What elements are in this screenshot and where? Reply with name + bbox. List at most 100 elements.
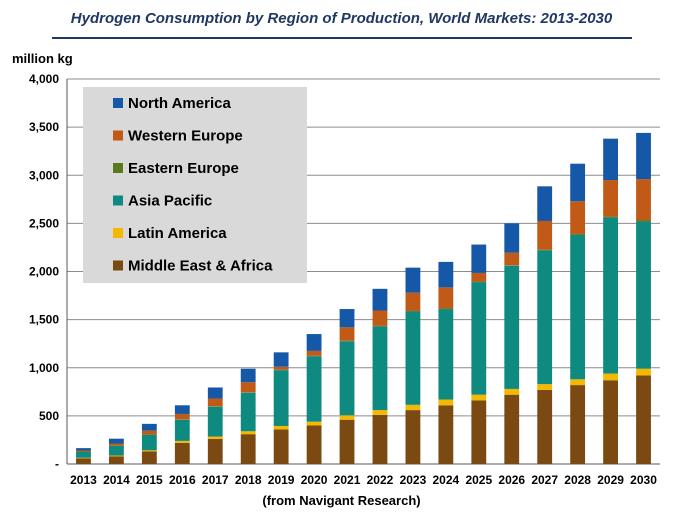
bar-segment-latin-america-2014 [109,455,124,457]
bar-segment-asia-pacific-2022 [372,326,388,411]
legend-label: Asia Pacific [128,193,212,210]
bar-segment-north-america-2014 [109,438,124,444]
chart-title: Hydrogen Consumption by Region of Produc… [70,10,613,27]
bar-segment-north-america-2026 [504,223,520,253]
bar-segment-latin-america-2027 [537,384,553,390]
bar-segment-western-europe-2023 [405,292,421,311]
title-underline [52,37,632,39]
x-tick-label: 2018 [235,473,262,487]
bar-segment-asia-pacific-2015 [141,434,157,451]
bar-segment-asia-pacific-2018 [240,392,256,432]
bar-segment-asia-pacific-2020 [306,356,322,422]
bar-segment-western-europe-2026 [504,252,520,266]
bar-segment-western-europe-2014 [109,443,124,446]
bar-segment-latin-america-2017 [207,436,223,439]
bar-segment-north-america-2024 [438,261,454,288]
bar-segment-western-europe-2029 [603,180,618,217]
bar-segment-asia-pacific-2017 [207,406,223,437]
bar-segment-asia-pacific-2027 [537,250,553,385]
bar-segment-north-america-2020 [306,334,322,351]
x-tick-label: 2017 [202,473,229,487]
bar-segment-latin-america-2025 [471,394,487,401]
bar-segment-middle-east-africa-2018 [240,434,256,464]
legend-label: Western Europe [128,128,243,145]
y-tick-label: 500 [39,409,59,423]
legend-swatch [113,228,123,238]
bar-segment-middle-east-africa-2024 [438,405,454,464]
bar-segment-north-america-2028 [570,163,586,202]
bar-segment-western-europe-2020 [306,350,322,356]
bar-segment-latin-america-2026 [504,388,520,395]
bar-segment-asia-pacific-2029 [603,217,618,374]
bar-segment-north-america-2013 [76,448,91,451]
bar-segment-asia-pacific-2026 [504,265,520,389]
bar-segment-north-america-2023 [405,267,421,293]
legend-label: Middle East & Africa [128,258,273,275]
bar-segment-western-europe-2013 [76,450,91,452]
bar-segment-asia-pacific-2023 [405,311,421,405]
y-tick-label: 2,500 [29,216,59,230]
legend-swatch [113,260,123,271]
bar-segment-asia-pacific-2024 [438,309,454,400]
bar-segment-north-america-2025 [471,244,487,273]
bar-segment-latin-america-2022 [372,410,388,415]
bar-segment-asia-pacific-2013 [76,451,91,458]
y-tick-label: 4,000 [29,72,59,86]
legend-label: Latin America [128,225,227,242]
bar-segment-latin-america-2018 [240,431,256,435]
bar-segment-north-america-2018 [240,368,256,383]
bar-segment-north-america-2021 [339,309,355,328]
legend-swatch [113,130,123,141]
bar-segment-eastern-europe-2029 [603,216,618,218]
legend-label: Eastern Europe [128,160,239,177]
bar-segment-middle-east-africa-2026 [504,394,520,464]
bar-segment-middle-east-africa-2014 [109,456,124,464]
y-tick-label: 3,000 [29,168,59,182]
x-tick-label: 2025 [465,473,492,487]
x-tick-label: 2015 [136,473,163,487]
y-tick-label: - [55,457,59,471]
legend-label: North America [128,95,231,112]
bar-segment-latin-america-2024 [438,399,454,406]
bar-segment-latin-america-2023 [405,404,421,411]
bar-segment-latin-america-2019 [273,425,289,430]
x-tick-label: 2030 [630,473,657,487]
y-axis-label: million kg [12,51,73,66]
bar-segment-middle-east-africa-2027 [537,389,553,464]
bar-segment-latin-america-2020 [306,421,322,426]
legend-swatch [113,163,123,173]
legend-swatch [113,195,123,206]
bar-segment-western-europe-2019 [273,366,289,370]
bar-segment-asia-pacific-2030 [636,221,651,369]
y-tick-label: 1,500 [29,313,59,327]
x-tick-label: 2026 [498,473,525,487]
bar-segment-north-america-2017 [207,387,223,399]
bar-segment-middle-east-africa-2028 [570,385,586,464]
bar-segment-north-america-2029 [603,138,618,181]
bar-segment-asia-pacific-2028 [570,234,586,380]
y-tick-label: 1,000 [29,361,59,375]
x-tick-label: 2028 [564,473,591,487]
y-tick-label: 2,000 [29,265,59,279]
bar-segment-western-europe-2027 [537,220,553,250]
bar-segment-middle-east-africa-2030 [636,375,651,464]
bar-segment-north-america-2027 [537,186,553,221]
bar-segment-latin-america-2029 [603,373,618,381]
bar-segment-middle-east-africa-2020 [306,425,322,464]
legend-swatch [113,98,123,108]
bar-segment-asia-pacific-2014 [109,445,124,456]
x-tick-label: 2023 [400,473,427,487]
x-tick-label: 2027 [531,473,558,487]
bar-segment-middle-east-africa-2019 [273,429,289,464]
bar-segment-western-europe-2018 [240,382,256,393]
bar-segment-middle-east-africa-2023 [405,410,421,464]
x-tick-label: 2021 [334,473,361,487]
bar-segment-western-europe-2028 [570,201,586,234]
bar-segment-middle-east-africa-2016 [174,442,190,464]
bar-segment-north-america-2016 [174,405,190,414]
bar-segment-latin-america-2030 [636,368,651,376]
bar-segment-north-america-2015 [141,423,157,431]
bar-segment-middle-east-africa-2025 [471,400,487,464]
bar-segment-western-europe-2021 [339,327,355,341]
